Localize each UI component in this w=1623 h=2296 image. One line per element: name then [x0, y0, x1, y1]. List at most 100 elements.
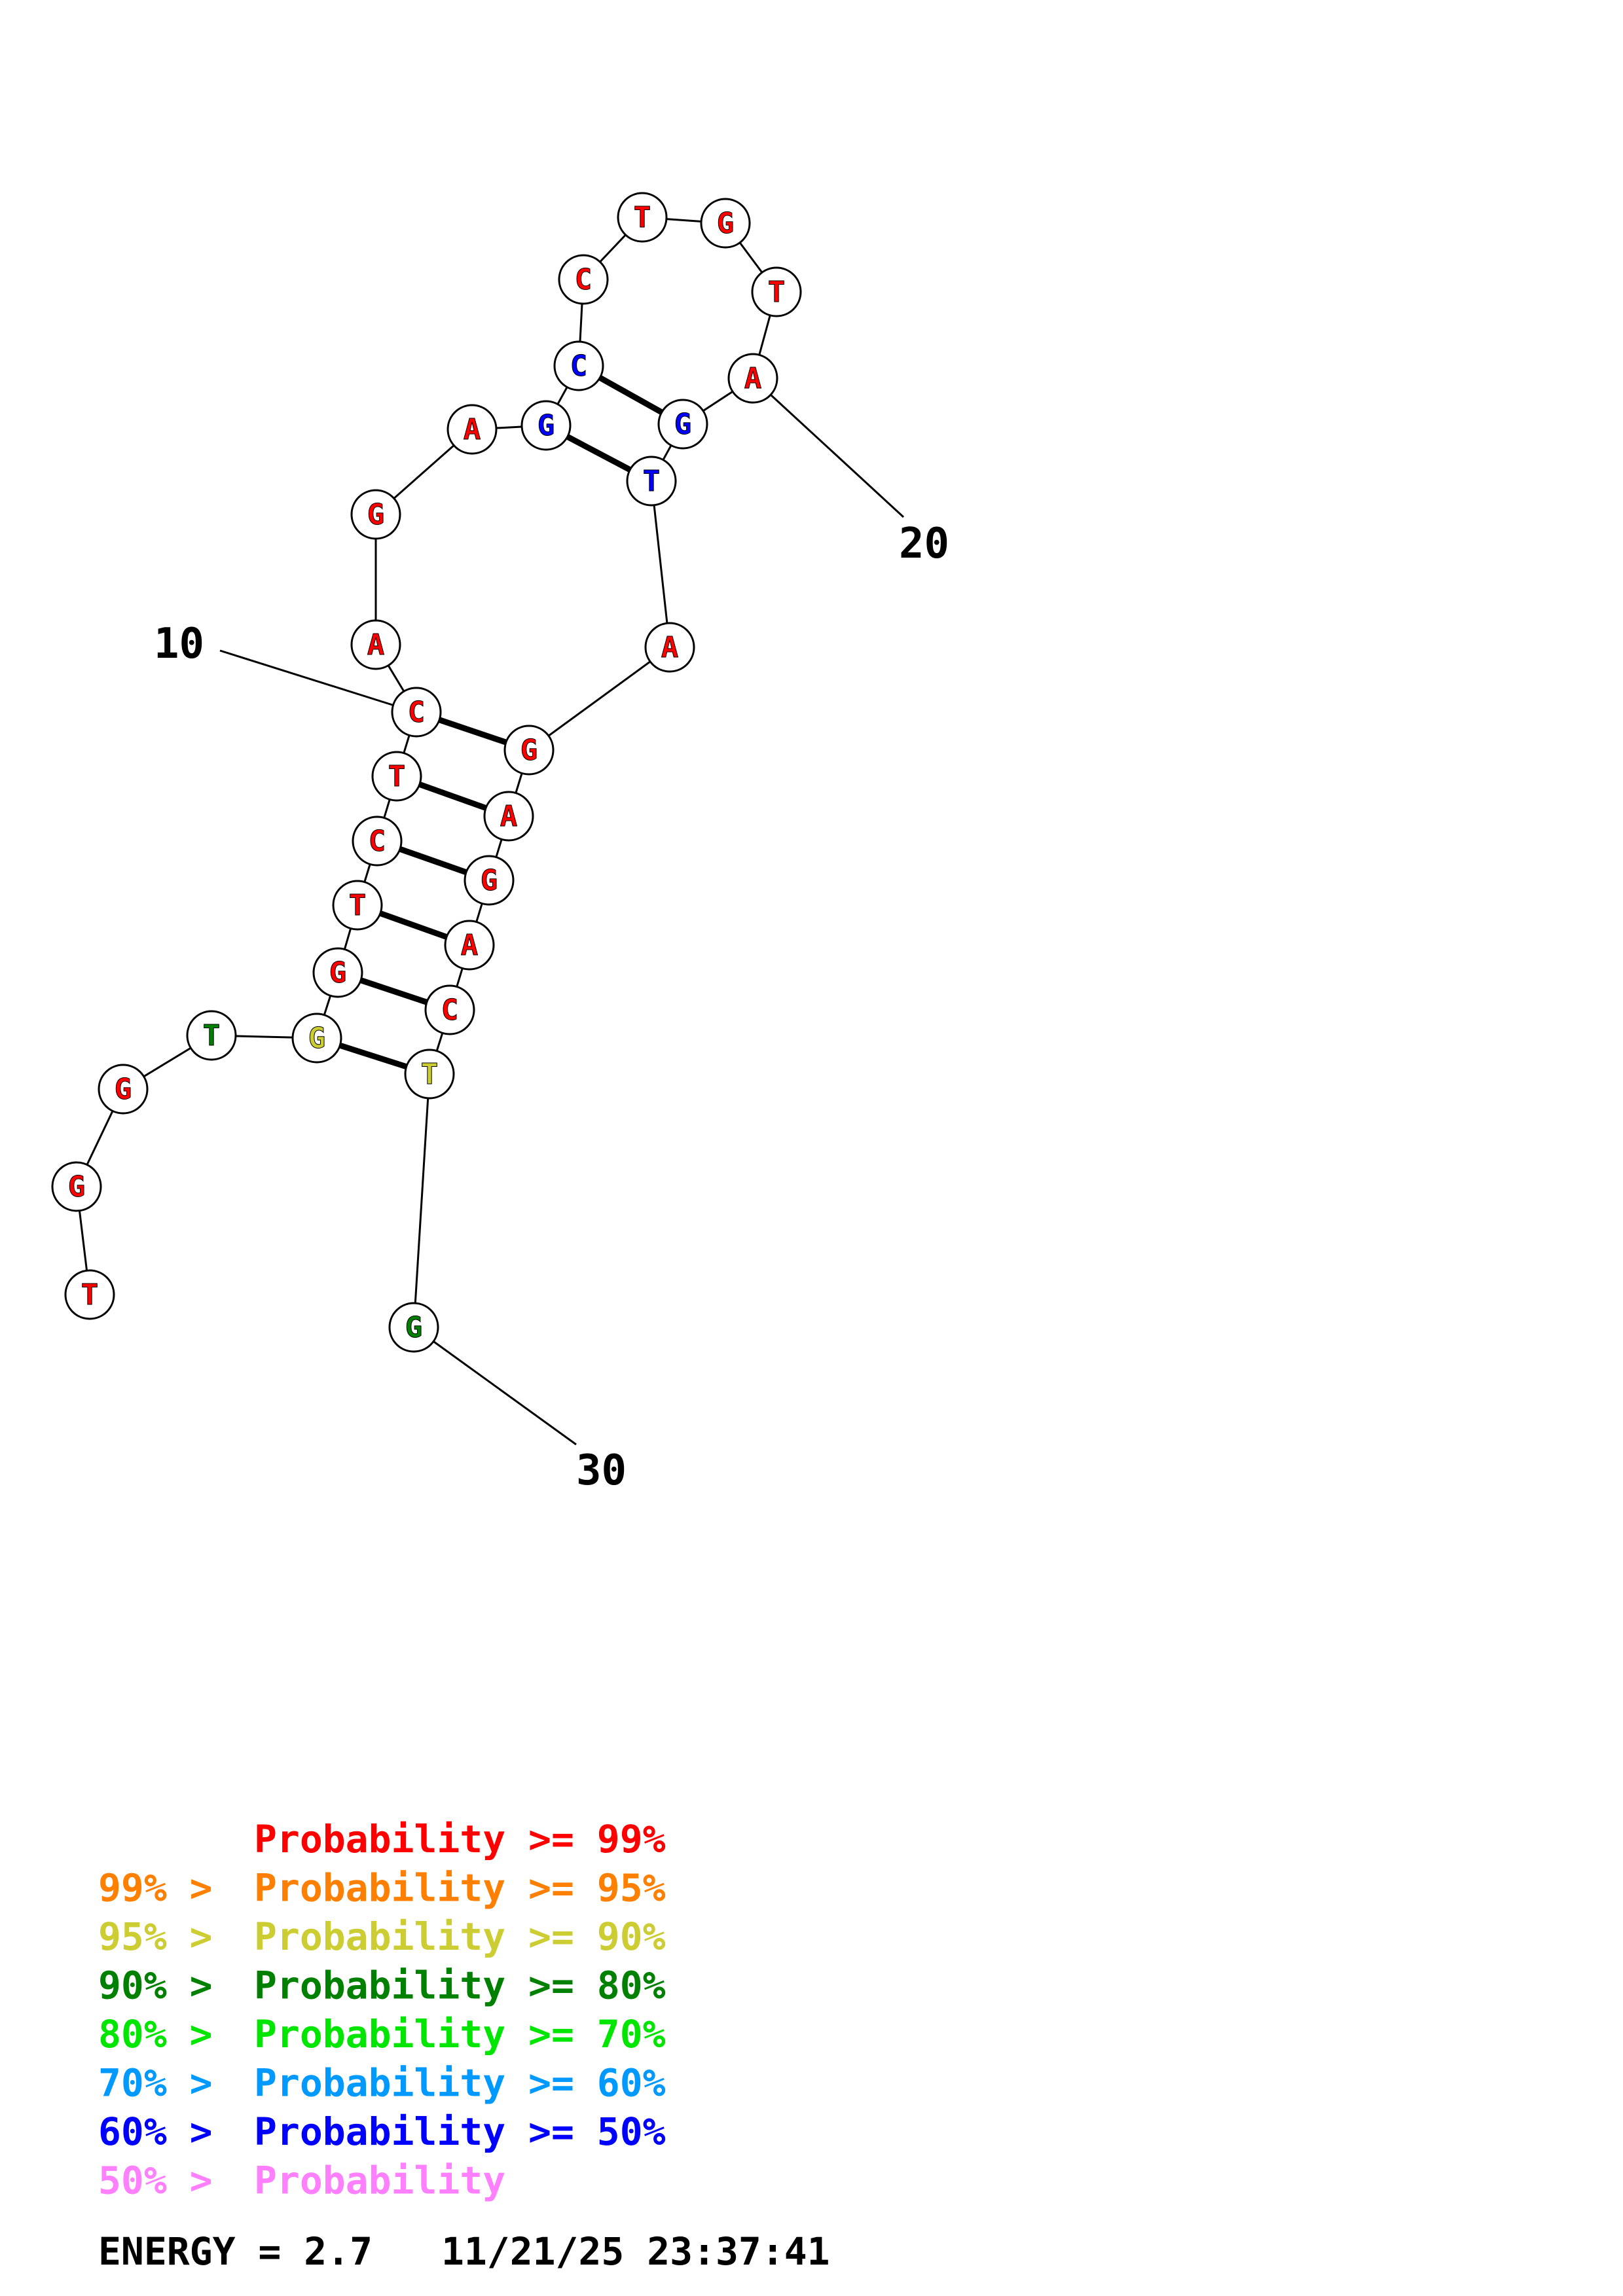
- nucleotide-14: G: [520, 400, 572, 451]
- nucleotide-base: T: [768, 276, 786, 309]
- legend-row: 95% > Probability >= 90%: [98, 1914, 666, 1959]
- nucleotide-12: G: [350, 489, 401, 540]
- legend-threshold: 70% >: [98, 2061, 213, 2106]
- legend-label: Probability >= 95%: [254, 1866, 666, 1910]
- nucleotide-29: T: [404, 1049, 455, 1100]
- legend-label: Probability >= 60%: [254, 2061, 666, 2106]
- nucleotide-base: T: [349, 889, 367, 922]
- nucleotide-base: C: [570, 350, 588, 383]
- nucleotide-15: C: [553, 340, 604, 391]
- nucleotide-28: C: [424, 984, 475, 1035]
- nucleotide-base: G: [674, 408, 692, 441]
- nucleotide-9: T: [371, 751, 422, 802]
- nucleotide-circle: [350, 489, 401, 540]
- backbone-segment: [528, 646, 670, 751]
- nucleotide-circle: [371, 751, 422, 802]
- nucleotide-7: T: [332, 880, 383, 931]
- base-pair-bond: [418, 781, 487, 811]
- position-tick-10: [219, 649, 401, 709]
- nucleotide-circle: [447, 404, 498, 455]
- nucleotide-base: G: [538, 409, 555, 442]
- legend-label: Probability >= 90%: [254, 1914, 666, 1959]
- nucleotide-circle: [352, 816, 403, 867]
- position-tick-20: [770, 394, 905, 518]
- legend-row: 90% > Probability >= 80%: [98, 1964, 666, 2008]
- nucleotide-5: G: [291, 1013, 342, 1064]
- nucleotide-circle: [626, 456, 677, 507]
- nucleotide-base: A: [744, 362, 762, 395]
- energy-footer: ENERGY = 2.7 11/21/25 23:37:41: [98, 2229, 830, 2274]
- nucleotide-base: A: [500, 800, 518, 833]
- nucleotide-circle: [617, 192, 668, 243]
- nucleotide-base: G: [115, 1073, 132, 1106]
- nucleotide-base: A: [661, 631, 679, 664]
- nucleotide-circle: [291, 1013, 342, 1064]
- position-label-30: 30: [576, 1446, 627, 1495]
- nucleotide-base: C: [369, 825, 386, 858]
- legend-threshold: 50% >: [98, 2159, 213, 2203]
- nucleotide-2: G: [51, 1161, 102, 1212]
- nucleotide-base: G: [367, 498, 385, 531]
- nucleotide-circle: [391, 687, 442, 738]
- nucleotide-1: T: [64, 1269, 115, 1320]
- nucleotide-base: T: [634, 201, 651, 234]
- nucleotide-base: T: [643, 465, 661, 498]
- nucleotide-base: A: [367, 628, 385, 662]
- nucleotide-base: G: [308, 1022, 326, 1055]
- nucleotide-base: C: [441, 994, 459, 1027]
- nucleotide-base: T: [81, 1278, 99, 1312]
- legend-threshold: 60% >: [98, 2109, 213, 2154]
- probability-legend: Probability >= 99% 99% > Probability >= 9…: [98, 1817, 666, 2203]
- legend-row: 50% > Probability: [98, 2159, 505, 2203]
- nucleotide-27: A: [444, 920, 495, 971]
- nucleotide-circle: [98, 1064, 149, 1115]
- nucleotide-base: G: [520, 734, 538, 767]
- nucleotide-24: G: [503, 725, 555, 776]
- nucleotide-3: G: [98, 1064, 149, 1115]
- timestamp: 11/21/25 23:37:41: [441, 2229, 830, 2274]
- legend-label: Probability >= 99%: [254, 1817, 666, 1861]
- nucleotide-circle: [332, 880, 383, 931]
- nucleotide-17: T: [617, 192, 668, 243]
- nucleotide-circle: [483, 791, 534, 842]
- nucleotide-base: T: [388, 760, 406, 793]
- nucleotide-6: G: [312, 947, 363, 998]
- legend-threshold: 99% >: [98, 1866, 213, 1910]
- nucleotide-23: A: [644, 622, 695, 673]
- nucleotide-circle: [700, 198, 751, 249]
- nucleotide-circle: [444, 920, 495, 971]
- base-pair-bond: [399, 846, 467, 875]
- number-tick-layer: 10 20 30: [154, 394, 949, 1495]
- nucleotide-circle: [520, 400, 572, 451]
- legend-label: Probability: [254, 2159, 505, 2203]
- backbone-segment: [412, 1073, 431, 1328]
- nucleotide-base: A: [464, 413, 481, 446]
- base-pair-bond: [598, 375, 663, 415]
- position-tick-30: [431, 1339, 577, 1446]
- backbone-layer: [75, 216, 778, 1328]
- nucleotide-base: T: [421, 1058, 439, 1091]
- nucleotide-30: G: [388, 1302, 439, 1353]
- base-pair-bond: [338, 1042, 408, 1070]
- nucleotide-13: A: [447, 404, 498, 455]
- nucleotide-20: A: [727, 353, 778, 404]
- legend-threshold: 80% >: [98, 2012, 213, 2056]
- nucleotide-19: T: [751, 266, 802, 317]
- backbone-segment: [650, 480, 671, 648]
- nucleotide-22: T: [626, 456, 677, 507]
- legend-label: Probability >= 50%: [254, 2109, 666, 2154]
- nucleotide-4: T: [186, 1010, 237, 1061]
- base-pair-bond: [438, 717, 507, 745]
- nucleotide-circle: [312, 947, 363, 998]
- nucleotide-base: G: [481, 864, 498, 897]
- nucleotide-circle: [464, 855, 515, 906]
- nucleotide-circle: [751, 266, 802, 317]
- position-label-20: 20: [899, 520, 949, 568]
- base-pair-bond: [379, 910, 448, 940]
- position-label-10: 10: [154, 620, 204, 668]
- nucleotide-8: C: [352, 816, 403, 867]
- nucleotide-25: A: [483, 791, 534, 842]
- legend-row: 99% > Probability >= 95%: [98, 1866, 666, 1910]
